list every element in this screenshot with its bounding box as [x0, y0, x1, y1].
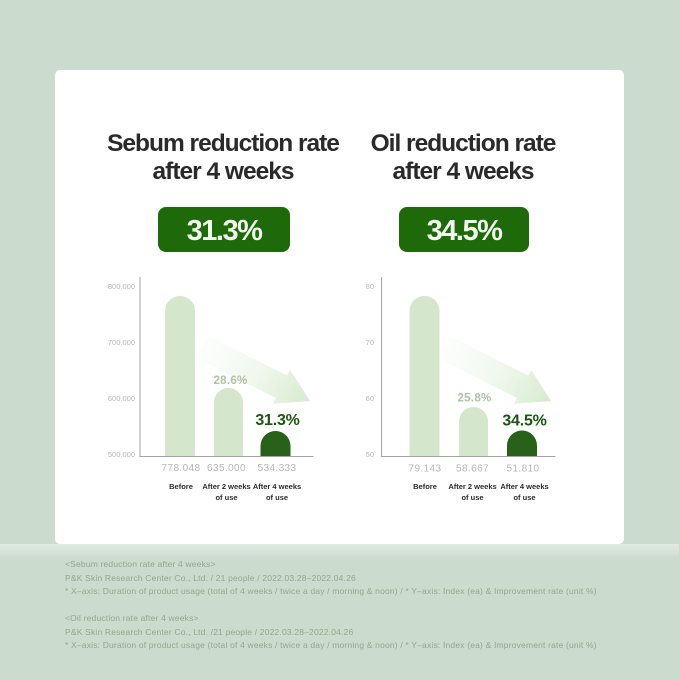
svg-text:34.5%: 34.5%: [502, 413, 546, 430]
svg-text:800.000: 800.000: [108, 282, 135, 291]
svg-text:25.8%: 25.8%: [457, 393, 491, 405]
svg-text:635.000: 635.000: [207, 463, 246, 474]
svg-text:After 2 weeks: After 2 weeks: [448, 482, 496, 491]
svg-text:500.000: 500.000: [108, 450, 135, 459]
svg-text:of use: of use: [461, 493, 483, 502]
svg-text:79.143: 79.143: [409, 464, 442, 475]
svg-text:After 2 weeks: After 2 weeks: [202, 482, 250, 491]
svg-text:50: 50: [366, 450, 374, 459]
svg-text:80: 80: [366, 282, 374, 291]
svg-text:778.048: 778.048: [162, 463, 201, 474]
svg-text:70: 70: [366, 338, 374, 347]
svg-text:Before: Before: [169, 482, 193, 491]
svg-text:After 4 weeks: After 4 weeks: [500, 482, 548, 491]
svg-text:Before: Before: [413, 482, 437, 491]
svg-text:of use: of use: [215, 493, 237, 502]
svg-text:534.333: 534.333: [258, 463, 297, 474]
svg-text:51.810: 51.810: [507, 464, 540, 475]
svg-text:58.667: 58.667: [456, 464, 489, 475]
svg-text:700.000: 700.000: [108, 338, 135, 347]
svg-text:600.000: 600.000: [108, 394, 135, 403]
svg-text:After 4 weeks: After 4 weeks: [253, 482, 301, 491]
svg-text:31.3%: 31.3%: [255, 412, 299, 429]
svg-text:of use: of use: [513, 493, 535, 502]
svg-text:60: 60: [366, 394, 374, 403]
svg-text:of use: of use: [266, 493, 288, 502]
svg-text:28.6%: 28.6%: [213, 375, 247, 387]
